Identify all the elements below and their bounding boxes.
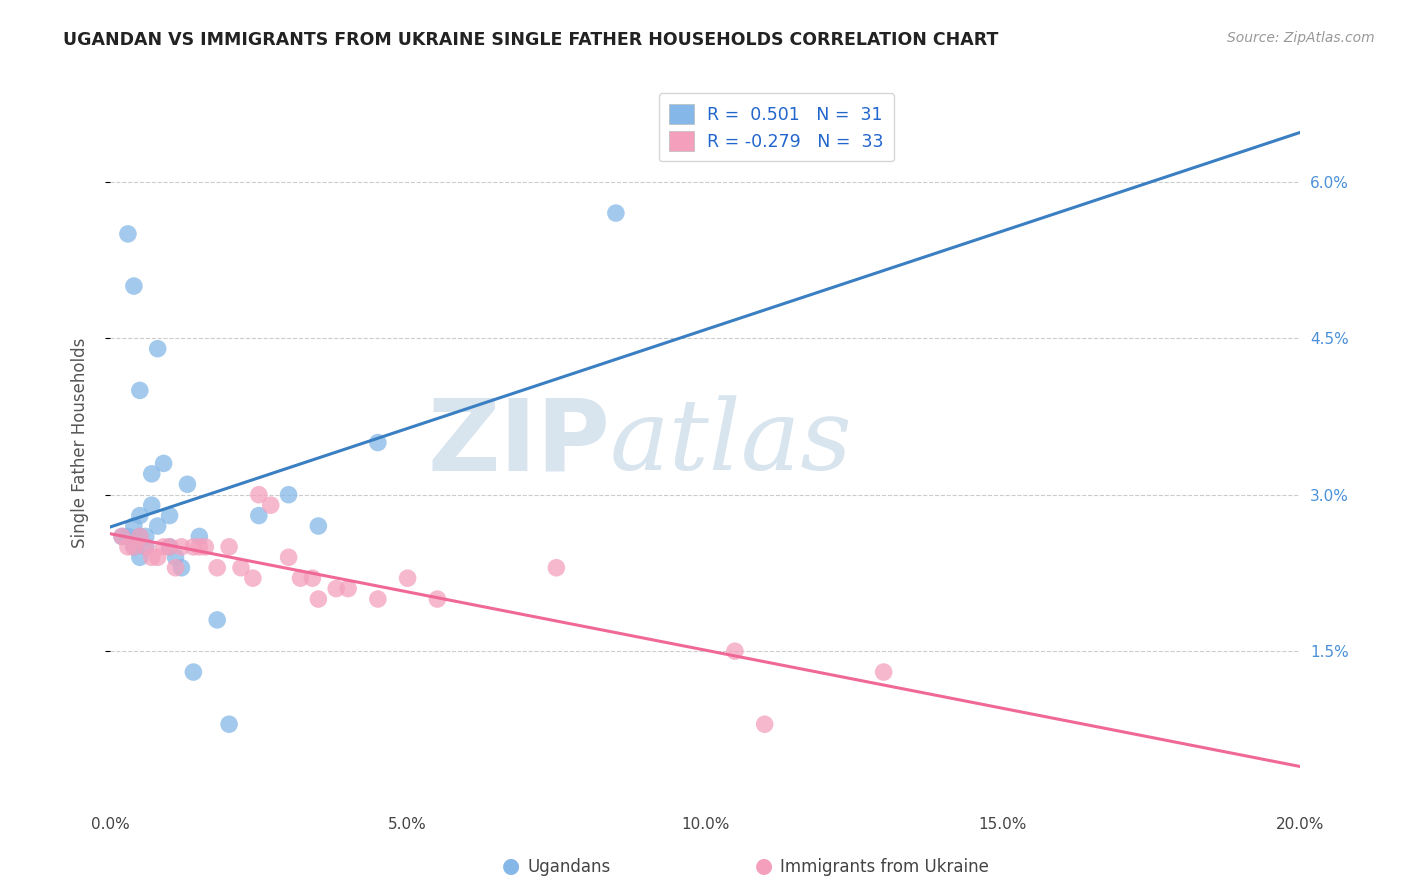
Point	[247, 488, 270, 502]
Point	[122, 279, 145, 293]
Point	[290, 571, 312, 585]
Text: ●: ●	[755, 856, 773, 876]
Point	[135, 540, 157, 554]
Point	[128, 529, 150, 543]
Point	[141, 467, 163, 481]
Point	[141, 550, 163, 565]
Point	[194, 540, 217, 554]
Point	[277, 488, 299, 502]
Point	[605, 206, 627, 220]
Point	[367, 435, 389, 450]
Point	[176, 477, 198, 491]
Point	[367, 592, 389, 607]
Text: ●: ●	[502, 856, 520, 876]
Point	[170, 540, 193, 554]
Point	[242, 571, 264, 585]
Point	[159, 508, 181, 523]
Point	[229, 560, 252, 574]
Point	[170, 560, 193, 574]
Point	[135, 540, 157, 554]
Point	[128, 508, 150, 523]
Point	[426, 592, 449, 607]
Point	[122, 540, 145, 554]
Point	[152, 457, 174, 471]
Legend: R =  0.501   N =  31, R = -0.279   N =  33: R = 0.501 N = 31, R = -0.279 N = 33	[659, 94, 894, 161]
Point	[146, 342, 169, 356]
Point	[247, 508, 270, 523]
Point	[152, 540, 174, 554]
Point	[337, 582, 360, 596]
Text: Ugandans: Ugandans	[527, 858, 610, 876]
Point	[205, 560, 228, 574]
Point	[111, 529, 134, 543]
Point	[135, 529, 157, 543]
Text: atlas: atlas	[610, 395, 852, 491]
Point	[117, 227, 139, 241]
Point	[111, 529, 134, 543]
Point	[205, 613, 228, 627]
Text: ZIP: ZIP	[427, 394, 610, 491]
Point	[872, 665, 894, 679]
Point	[128, 550, 150, 565]
Point	[183, 540, 205, 554]
Point	[301, 571, 323, 585]
Point	[307, 592, 329, 607]
Point	[146, 519, 169, 533]
Point	[277, 550, 299, 565]
Point	[159, 540, 181, 554]
Point	[218, 540, 240, 554]
Point	[188, 529, 211, 543]
Point	[159, 540, 181, 554]
Point	[122, 540, 145, 554]
Point	[141, 498, 163, 512]
Y-axis label: Single Father Households: Single Father Households	[72, 337, 89, 548]
Point	[260, 498, 283, 512]
Point	[325, 582, 347, 596]
Point	[128, 529, 150, 543]
Point	[188, 540, 211, 554]
Point	[183, 665, 205, 679]
Point	[724, 644, 747, 658]
Point	[128, 384, 150, 398]
Point	[165, 550, 187, 565]
Text: Immigrants from Ukraine: Immigrants from Ukraine	[780, 858, 990, 876]
Point	[165, 560, 187, 574]
Point	[117, 540, 139, 554]
Point	[307, 519, 329, 533]
Point	[117, 529, 139, 543]
Text: UGANDAN VS IMMIGRANTS FROM UKRAINE SINGLE FATHER HOUSEHOLDS CORRELATION CHART: UGANDAN VS IMMIGRANTS FROM UKRAINE SINGL…	[63, 31, 998, 49]
Point	[546, 560, 568, 574]
Point	[146, 550, 169, 565]
Point	[754, 717, 776, 731]
Point	[218, 717, 240, 731]
Text: Source: ZipAtlas.com: Source: ZipAtlas.com	[1227, 31, 1375, 45]
Point	[396, 571, 419, 585]
Point	[122, 519, 145, 533]
